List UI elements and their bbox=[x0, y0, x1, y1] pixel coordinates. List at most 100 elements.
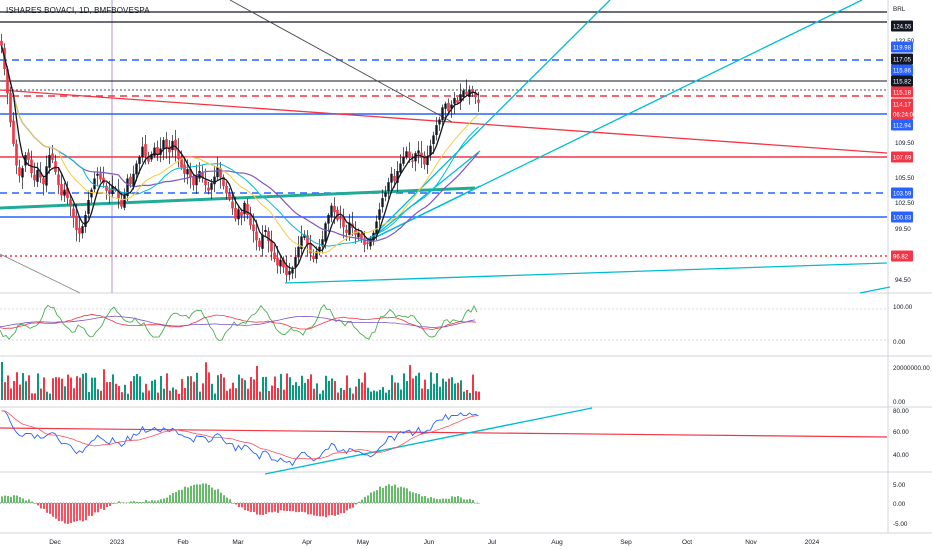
volume-bar bbox=[277, 388, 279, 400]
momentum-bar bbox=[49, 503, 51, 514]
momentum-bar bbox=[472, 500, 474, 503]
volume-bar bbox=[289, 377, 291, 400]
candle-body bbox=[177, 150, 180, 159]
time-tick-label: Nov bbox=[745, 539, 757, 546]
candle-body bbox=[33, 174, 36, 181]
momentum-bar bbox=[88, 503, 90, 516]
candle-body bbox=[75, 215, 78, 230]
candle-body bbox=[249, 213, 252, 226]
trend-line bbox=[229, 0, 453, 123]
volume-bar bbox=[145, 383, 147, 400]
momentum-bar bbox=[307, 503, 309, 515]
volume-bar bbox=[373, 390, 375, 400]
volume-bar bbox=[304, 382, 306, 400]
candle-body bbox=[300, 236, 303, 250]
momentum-bar bbox=[115, 503, 117, 504]
price-label-badge bbox=[891, 211, 913, 223]
volume-bar bbox=[331, 378, 333, 400]
volume-bar bbox=[364, 372, 366, 400]
candle-body bbox=[66, 187, 69, 199]
volume-bar bbox=[406, 381, 408, 400]
momentum-bar bbox=[31, 501, 33, 503]
candle-body bbox=[72, 208, 75, 218]
candle-body bbox=[258, 240, 261, 247]
volume-bar bbox=[136, 374, 138, 400]
candle-body bbox=[120, 200, 123, 207]
candle-body bbox=[159, 148, 162, 155]
volume-bar bbox=[439, 386, 441, 400]
candle-body bbox=[459, 94, 462, 102]
candle-body bbox=[405, 151, 408, 158]
volume-bar bbox=[88, 391, 90, 400]
candle-body bbox=[204, 180, 207, 186]
momentum-bar bbox=[64, 503, 66, 524]
trend-line bbox=[859, 286, 891, 294]
candle-body bbox=[462, 90, 465, 98]
candle-body bbox=[96, 173, 99, 176]
volume-bar bbox=[202, 383, 204, 400]
momentum-bar bbox=[364, 496, 366, 503]
momentum-bar bbox=[295, 503, 297, 513]
momentum-bar bbox=[139, 501, 141, 503]
candle-body bbox=[285, 265, 288, 275]
price-label-badge bbox=[891, 41, 913, 53]
momentum-bar bbox=[220, 492, 222, 503]
momentum-bar bbox=[274, 503, 276, 512]
rsi-tick-label: 100.00 bbox=[893, 304, 913, 311]
volume-bar bbox=[328, 380, 330, 400]
volume-bar bbox=[355, 386, 357, 400]
momentum-bar bbox=[412, 492, 414, 503]
momentum-bar bbox=[466, 499, 468, 503]
momentum-bar bbox=[148, 501, 150, 503]
momentum-bar bbox=[442, 498, 444, 503]
candle-body bbox=[123, 195, 126, 208]
candle-body bbox=[222, 177, 225, 186]
momentum-bar bbox=[118, 501, 120, 503]
volume-bar bbox=[67, 374, 69, 400]
candle-body bbox=[330, 205, 333, 218]
momentum-bar bbox=[232, 503, 234, 504]
momentum-bar bbox=[247, 503, 249, 511]
candle-body bbox=[369, 239, 372, 247]
momentum-bar bbox=[388, 484, 390, 503]
candle-body bbox=[273, 252, 276, 259]
volume-bar bbox=[418, 372, 420, 400]
momentum-bar bbox=[289, 503, 291, 512]
candle-body bbox=[321, 239, 324, 247]
momentum-bar bbox=[94, 503, 96, 513]
momentum-bar bbox=[7, 496, 9, 503]
time-tick-label: Dec bbox=[49, 539, 61, 546]
candle-body bbox=[99, 173, 102, 180]
volume-bar bbox=[1, 362, 3, 400]
price-label-text: 100.83 bbox=[893, 215, 912, 221]
trend-line bbox=[367, 150, 481, 242]
volume-bar bbox=[319, 393, 321, 400]
momentum-bar bbox=[328, 503, 330, 516]
price-label-text: 115.86 bbox=[893, 68, 912, 74]
momentum-bar bbox=[478, 502, 480, 504]
momentum-bar bbox=[418, 493, 420, 503]
candle-body bbox=[426, 156, 429, 166]
momentum-bar bbox=[331, 503, 333, 516]
candle-body bbox=[231, 201, 234, 209]
candle-body bbox=[9, 92, 12, 123]
volume-bar bbox=[433, 383, 435, 400]
time-tick-label: Aug bbox=[551, 539, 563, 546]
candle-body bbox=[51, 153, 54, 160]
momentum-bar bbox=[211, 487, 213, 503]
volume-bar bbox=[448, 378, 450, 400]
candle-body bbox=[276, 257, 279, 266]
momentum-bar bbox=[415, 493, 417, 503]
candle-body bbox=[384, 192, 387, 197]
momentum-tick-label: 0.00 bbox=[893, 501, 906, 508]
momentum-bar bbox=[10, 496, 12, 503]
momentum-bar bbox=[373, 491, 375, 503]
price-tick-label: 105.50 bbox=[895, 175, 915, 182]
momentum-bar bbox=[463, 499, 465, 503]
trend-line bbox=[0, 253, 81, 294]
candle-body bbox=[243, 202, 246, 214]
volume-bar bbox=[379, 389, 381, 400]
candle-body bbox=[57, 174, 60, 186]
price-label-text: 115.82 bbox=[893, 79, 912, 85]
